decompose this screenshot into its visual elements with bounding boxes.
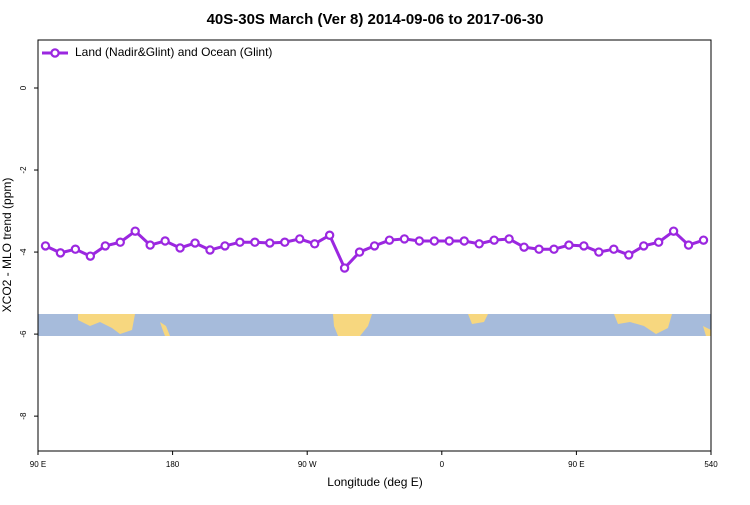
y-tick-label: -4 [19,248,28,256]
y-tick-label: -2 [19,166,28,174]
data-point [235,237,245,247]
chart-title: 40S-30S March (Ver 8) 2014-09-06 to 2017… [207,11,544,28]
data-point [220,241,230,251]
data-point [130,226,140,236]
data-point [504,234,514,244]
x-tick-label: 0 [440,460,445,469]
data-point [309,239,320,249]
data-point [205,245,215,255]
x-tick-label: 90 E [568,460,584,469]
data-point [519,242,529,252]
data-point [384,235,395,245]
data-point [145,240,155,250]
plot-frame [37,39,712,452]
data-point [70,244,81,254]
data-point [668,226,679,236]
data-point [609,244,619,254]
x-axis-label: Longitude (deg E) [327,475,422,489]
y-tick-label: -8 [19,412,28,420]
data-point [85,251,96,261]
data-point [115,237,125,247]
data-point [579,241,589,251]
data-point [160,236,170,246]
data-point [534,244,544,254]
data-point [175,243,185,253]
data-point [55,248,66,258]
x-tick-label: 90 E [30,460,46,469]
data-point [444,236,454,246]
data-point [639,241,649,251]
data-point [564,240,574,250]
data-point [100,241,111,251]
data-point [280,237,290,247]
data-point [474,239,484,249]
data-point [250,237,260,247]
legend-label: Land (Nadir&Glint) and Ocean (Glint) [75,45,272,59]
y-axis-label: XCO2 - MLO trend (ppm) [0,178,14,313]
data-point [190,238,200,248]
x-tick-label: 90 W [298,460,317,469]
y-tick-label: -6 [19,330,28,338]
data-point [594,247,604,257]
data-point [354,247,365,257]
data-point [653,237,664,247]
data-point [324,230,335,240]
data-point [549,244,559,254]
data-point [459,236,469,246]
data-point [683,240,694,250]
data-point [40,241,51,251]
data-point [369,241,380,251]
data-point [624,250,634,260]
legend-marker [50,48,60,58]
data-point [399,234,410,244]
data-point [698,235,709,245]
x-tick-label: 540 [704,460,718,469]
data-point [489,235,499,245]
data-point [265,238,275,248]
data-point [339,263,350,273]
data-point [429,236,440,246]
y-tick-label: 0 [19,85,28,90]
data-point [414,236,425,246]
data-point [295,234,305,244]
x-tick-label: 180 [166,460,180,469]
map-strip [38,314,711,336]
